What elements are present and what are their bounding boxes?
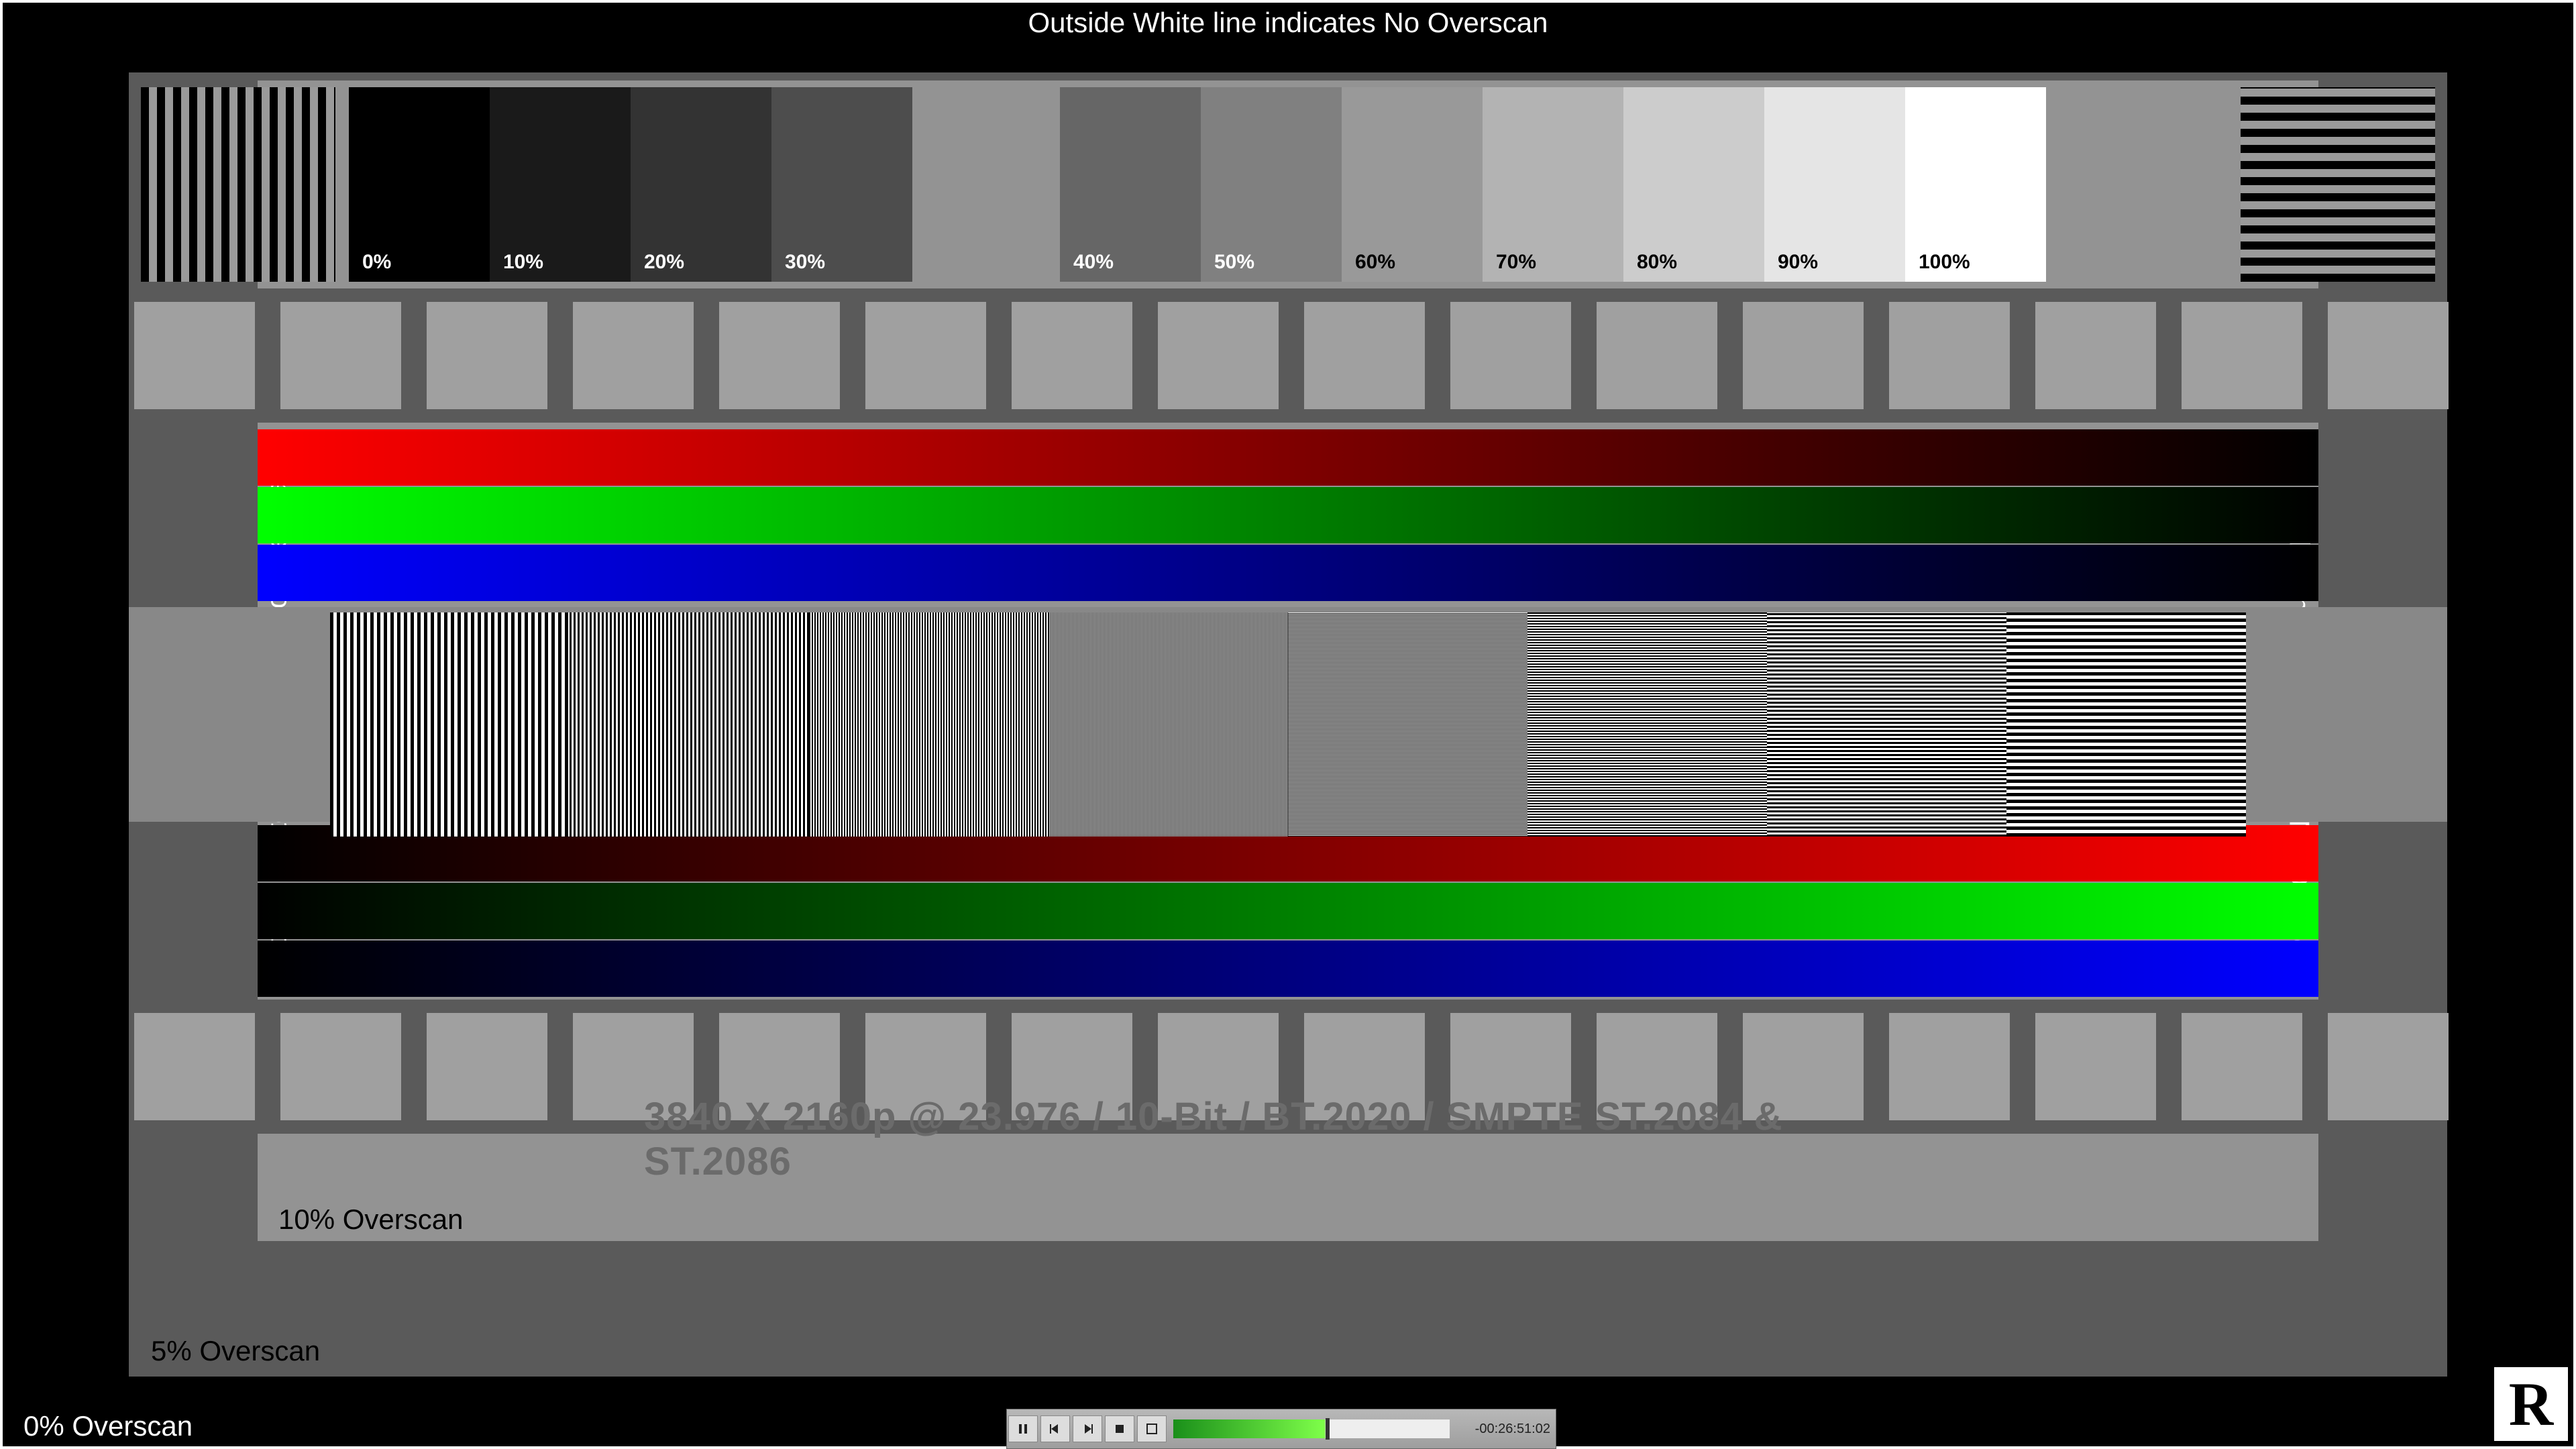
- resolution-panel: [570, 612, 809, 837]
- resolution-panel: [809, 612, 1049, 837]
- resolution-block: [129, 607, 2447, 822]
- logo-r: R: [2494, 1367, 2568, 1441]
- resolution-panel: [1288, 612, 1527, 837]
- resolution-panels: [330, 612, 2246, 837]
- rgb-bar: [258, 883, 2318, 939]
- edge-label-top: Outside White line indicates No Overscan: [1028, 7, 1548, 39]
- gray-step: 100%: [1905, 87, 2046, 282]
- progress-handle[interactable]: [1326, 1418, 1330, 1440]
- vertical-lines-block: [141, 87, 335, 282]
- gray-square: [427, 302, 547, 409]
- resolution-panel: [1767, 612, 2006, 837]
- gray-square: [1889, 302, 2010, 409]
- gray-square: [427, 1013, 547, 1120]
- gray-step-label: 100%: [1919, 251, 1970, 274]
- gray-step-label: 50%: [1214, 251, 1254, 274]
- gray-square: [134, 302, 255, 409]
- gray-square: [865, 302, 986, 409]
- gray-step: 20%: [631, 87, 771, 282]
- gray-square: [1450, 302, 1571, 409]
- gray-square: [1158, 302, 1279, 409]
- time-remaining: -00:26:51:02: [1455, 1421, 1556, 1437]
- gray-step-label: 70%: [1496, 251, 1536, 274]
- gray-ramp-light: 40% 50% 60% 70% 80% 90% 100%: [1060, 87, 2046, 282]
- gray-square: [1304, 302, 1425, 409]
- gray-step: 60%: [1342, 87, 1483, 282]
- gray-step: 50%: [1201, 87, 1342, 282]
- gray-square: [573, 302, 694, 409]
- gray-step-label: 60%: [1355, 251, 1395, 274]
- horizontal-lines-block: [2241, 87, 2435, 282]
- gray-square: [1597, 302, 1717, 409]
- resolution-panel: [330, 612, 570, 837]
- rgb-bar: [258, 545, 2318, 601]
- rgb-ladder-bottom: [258, 825, 2318, 998]
- rgb-ladder-top: [258, 429, 2318, 602]
- gray-step: 0%: [349, 87, 490, 282]
- gray-step: 10%: [490, 87, 631, 282]
- gray-step-label: 90%: [1778, 251, 1818, 274]
- progress-bar[interactable]: [1173, 1419, 1450, 1438]
- overscan-10-label: 10% Overscan: [278, 1203, 463, 1236]
- gray-square: [2328, 302, 2449, 409]
- gray-square: [134, 1013, 255, 1120]
- gray-square: [1743, 302, 1864, 409]
- gray-square-row-top: [129, 288, 2447, 423]
- gray-square: [2035, 302, 2156, 409]
- gray-square: [1012, 302, 1132, 409]
- gray-step-label: 0%: [362, 251, 391, 274]
- resolution-panel: [2006, 612, 2246, 837]
- gray-step-label: 10%: [503, 251, 543, 274]
- gray-square: [719, 302, 840, 409]
- media-player[interactable]: -00:26:51:02: [1006, 1409, 1556, 1449]
- gray-ramp-dark: 0% 10% 20% 30%: [349, 87, 912, 282]
- rgb-bar: [258, 487, 2318, 543]
- gray-step-label: 20%: [644, 251, 684, 274]
- gray-step-label: 80%: [1637, 251, 1677, 274]
- fullscreen-button[interactable]: [1137, 1415, 1167, 1442]
- resolution-panel: [1527, 612, 1767, 837]
- resolution-panel: [1049, 612, 1288, 837]
- prev-button[interactable]: [1040, 1415, 1070, 1442]
- gray-step: 80%: [1623, 87, 1764, 282]
- gray-step: 70%: [1483, 87, 1623, 282]
- gray-step-label: 30%: [785, 251, 825, 274]
- gray-square: [2182, 1013, 2302, 1120]
- gray-step: 40%: [1060, 87, 1201, 282]
- gray-square: [2182, 302, 2302, 409]
- gray-square: [280, 302, 401, 409]
- overscan-0-label: 0% Overscan: [23, 1410, 193, 1442]
- spec-text: 3840 X 2160p @ 23.976 / 10-Bit / BT.2020…: [644, 1094, 1932, 1184]
- overscan-5-label: 5% Overscan: [151, 1335, 320, 1367]
- pause-button[interactable]: [1008, 1415, 1038, 1442]
- gray-step-label: 40%: [1073, 251, 1114, 274]
- gray-step: 30%: [771, 87, 912, 282]
- gray-square: [280, 1013, 401, 1120]
- gray-square: [2035, 1013, 2156, 1120]
- stop-button[interactable]: [1105, 1415, 1134, 1442]
- gray-square: [2328, 1013, 2449, 1120]
- rgb-bar: [258, 941, 2318, 997]
- gray-step: 90%: [1764, 87, 1905, 282]
- next-button[interactable]: [1073, 1415, 1102, 1442]
- rgb-bar: [258, 429, 2318, 486]
